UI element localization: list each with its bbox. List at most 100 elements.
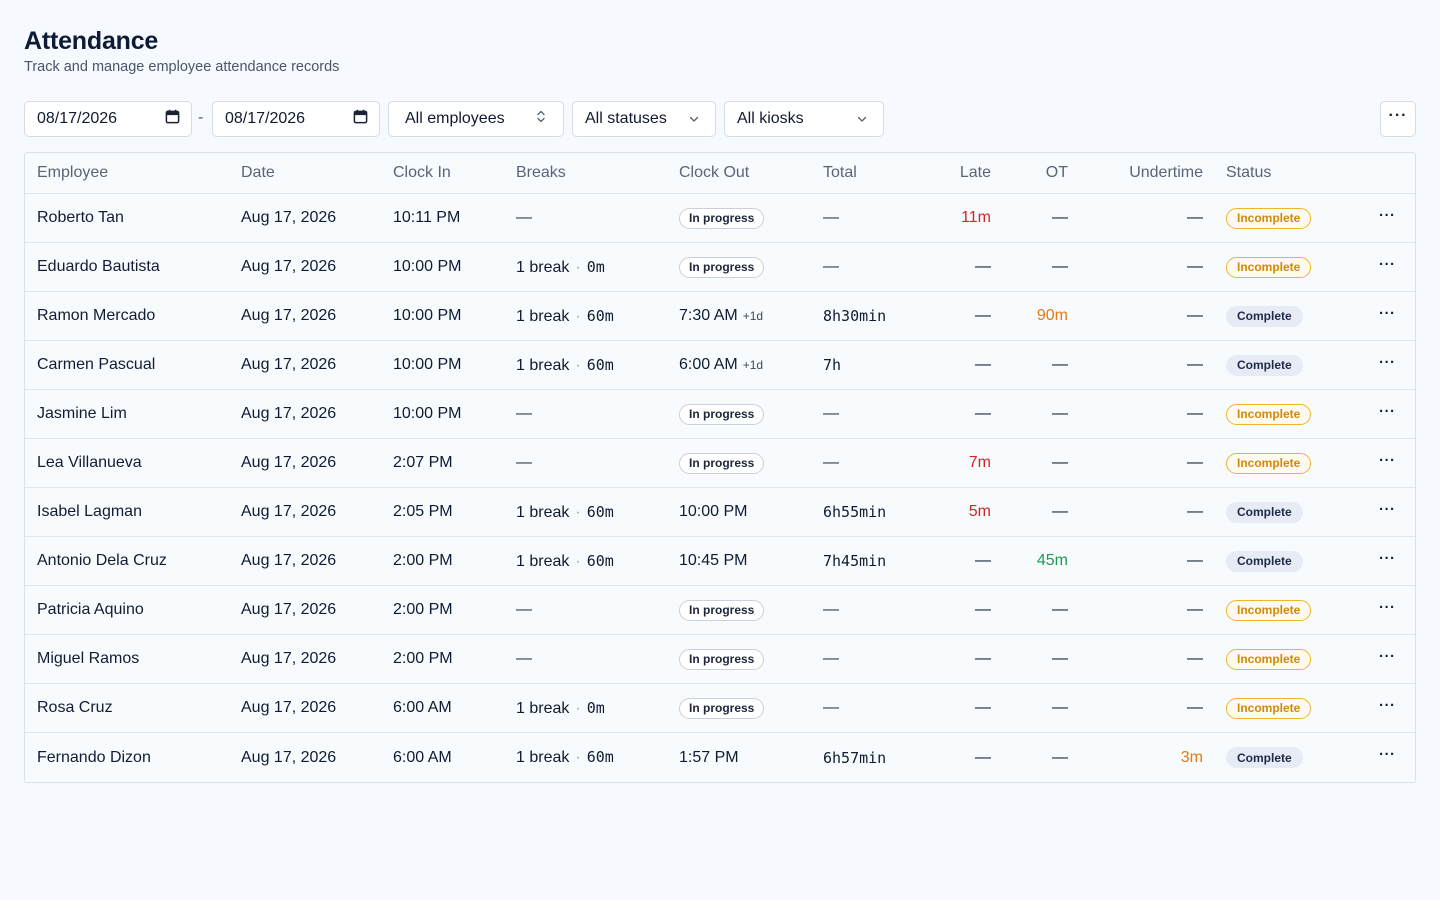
- calendar-icon[interactable]: [353, 109, 368, 129]
- ot-value: 45m: [1036, 552, 1068, 569]
- status-badge: Incomplete: [1226, 207, 1312, 229]
- status-cell: Complete: [1226, 537, 1303, 585]
- row-actions-button[interactable]: ···: [1379, 488, 1396, 536]
- separator-dot: ·: [575, 356, 581, 374]
- employee-name[interactable]: Roberto Tan: [37, 209, 124, 226]
- row-actions-button[interactable]: ···: [1379, 292, 1396, 340]
- breaks-cell: —: [516, 635, 532, 683]
- column-header-date[interactable]: Date: [241, 164, 275, 181]
- break-duration: 60m: [586, 748, 614, 766]
- column-header-total[interactable]: Total: [823, 164, 857, 181]
- employee-name[interactable]: Isabel Lagman: [37, 503, 142, 520]
- status-cell: Incomplete: [1226, 390, 1312, 438]
- status-select[interactable]: All statuses: [572, 101, 716, 137]
- calendar-icon[interactable]: [165, 109, 180, 129]
- employee-select[interactable]: All employees: [388, 101, 564, 137]
- table-row[interactable]: Patricia Aquino Aug 17, 2026 2:00 PM — In pr…: [25, 586, 1415, 635]
- table-row[interactable]: Carmen Pascual Aug 17, 2026 10:00 PM 1 brea…: [25, 341, 1415, 390]
- ellipsis-icon[interactable]: ···: [1379, 402, 1396, 420]
- ot-value: —: [1052, 454, 1068, 471]
- break-count: 1 break: [516, 307, 570, 325]
- clock-out-cell: 10:00 PM: [679, 488, 747, 536]
- employee-name[interactable]: Fernando Dizon: [37, 748, 151, 766]
- row-actions-button[interactable]: ···: [1379, 341, 1396, 389]
- column-header-ot[interactable]: OT: [1045, 164, 1068, 181]
- in-progress-badge: In progress: [679, 697, 765, 719]
- table-row[interactable]: Lea Villanueva Aug 17, 2026 2:07 PM — In pro…: [25, 439, 1415, 488]
- ellipsis-icon[interactable]: ···: [1379, 598, 1396, 616]
- late-value: —: [975, 552, 991, 569]
- table-row[interactable]: Antonio Dela Cruz Aug 17, 2026 2:00 PM 1 br…: [25, 537, 1415, 586]
- ellipsis-icon[interactable]: ···: [1379, 696, 1396, 714]
- table-header: Employee Date Clock In Breaks Clock Out …: [25, 153, 1415, 194]
- in-progress-badge: In progress: [679, 207, 765, 229]
- ellipsis-icon[interactable]: ···: [1379, 746, 1396, 763]
- column-header-employee[interactable]: Employee: [37, 164, 109, 181]
- undertime-value: —: [1187, 503, 1203, 520]
- row-actions-button[interactable]: ···: [1379, 439, 1396, 487]
- row-actions-button[interactable]: ···: [1379, 733, 1396, 782]
- row-actions-button[interactable]: ···: [1379, 537, 1396, 585]
- undertime-value: —: [1187, 209, 1203, 226]
- column-header-clock-out[interactable]: Clock Out: [679, 164, 750, 181]
- attendance-date: Aug 17, 2026: [241, 209, 337, 226]
- table-row[interactable]: Rosa Cruz Aug 17, 2026 6:00 AM 1 break · 0m In…: [25, 684, 1415, 733]
- ot-value: —: [1052, 650, 1068, 667]
- table-row[interactable]: Roberto Tan Aug 17, 2026 10:11 PM — In progr…: [25, 194, 1415, 243]
- ellipsis-icon[interactable]: ···: [1379, 451, 1396, 469]
- ellipsis-icon[interactable]: ···: [1379, 500, 1396, 518]
- column-header-late[interactable]: Late: [959, 164, 991, 181]
- status-badge: Incomplete: [1226, 697, 1312, 719]
- date-from-input[interactable]: 08/17/2026: [24, 101, 192, 137]
- table-row[interactable]: Fernando Dizon Aug 17, 2026 6:00 AM 1 break…: [25, 733, 1415, 782]
- break-count: 1 break: [516, 356, 570, 374]
- employee-name[interactable]: Miguel Ramos: [37, 650, 140, 667]
- employee-name[interactable]: Patricia Aquino: [37, 601, 144, 618]
- attendance-date: Aug 17, 2026: [241, 307, 337, 324]
- ellipsis-icon[interactable]: ···: [1379, 255, 1396, 273]
- ellipsis-icon[interactable]: ···: [1379, 549, 1396, 567]
- status-cell: Incomplete: [1226, 684, 1312, 732]
- undertime-value: —: [1187, 650, 1203, 667]
- page-title: Attendance: [24, 27, 159, 55]
- employee-name[interactable]: Rosa Cruz: [37, 699, 113, 716]
- status-cell: Complete: [1226, 733, 1303, 782]
- status-badge: Complete: [1226, 747, 1303, 768]
- employee-name[interactable]: Antonio Dela Cruz: [37, 552, 167, 569]
- column-header-breaks[interactable]: Breaks: [516, 164, 566, 181]
- table-row[interactable]: Ramon Mercado Aug 17, 2026 10:00 PM 1 break…: [25, 292, 1415, 341]
- attendance-date: Aug 17, 2026: [241, 699, 337, 716]
- more-options-button[interactable]: ···: [1380, 101, 1416, 137]
- in-progress-badge: In progress: [679, 403, 765, 425]
- clock-out-time: 10:00 PM: [679, 503, 748, 520]
- employee-name[interactable]: Lea Villanueva: [37, 454, 142, 471]
- table-row[interactable]: Miguel Ramos Aug 17, 2026 2:00 PM — In progr…: [25, 635, 1415, 684]
- date-to-input[interactable]: 08/17/2026: [212, 101, 380, 137]
- employee-name[interactable]: Ramon Mercado: [37, 307, 156, 324]
- kiosk-select[interactable]: All kiosks: [724, 101, 884, 137]
- row-actions-button[interactable]: ···: [1379, 586, 1396, 634]
- table-row[interactable]: Eduardo Bautista Aug 17, 2026 10:00 PM 1 br…: [25, 243, 1415, 292]
- ellipsis-icon[interactable]: ···: [1379, 206, 1396, 224]
- column-header-status[interactable]: Status: [1226, 164, 1272, 181]
- table-row[interactable]: Jasmine Lim Aug 17, 2026 10:00 PM — In progr…: [25, 390, 1415, 439]
- undertime-value: —: [1187, 356, 1203, 373]
- column-header-clock-in[interactable]: Clock In: [393, 164, 451, 181]
- employee-name[interactable]: Eduardo Bautista: [37, 258, 160, 275]
- ellipsis-icon[interactable]: ···: [1379, 353, 1396, 371]
- ellipsis-icon[interactable]: ···: [1379, 304, 1396, 322]
- employee-select-value: All employees: [405, 110, 505, 127]
- table-row[interactable]: Isabel Lagman Aug 17, 2026 2:05 PM 1 break ·…: [25, 488, 1415, 537]
- row-actions-button[interactable]: ···: [1379, 684, 1396, 732]
- row-actions-button[interactable]: ···: [1379, 243, 1396, 291]
- status-cell: Incomplete: [1226, 194, 1312, 242]
- ot-value: —: [1052, 405, 1068, 422]
- column-header-undertime[interactable]: Undertime: [1129, 164, 1203, 181]
- row-actions-button[interactable]: ···: [1379, 635, 1396, 683]
- break-duration: 60m: [586, 551, 614, 570]
- employee-name[interactable]: Carmen Pascual: [37, 356, 156, 373]
- row-actions-button[interactable]: ···: [1379, 194, 1396, 242]
- ellipsis-icon[interactable]: ···: [1379, 647, 1396, 665]
- row-actions-button[interactable]: ···: [1379, 390, 1396, 438]
- employee-name[interactable]: Jasmine Lim: [37, 405, 127, 422]
